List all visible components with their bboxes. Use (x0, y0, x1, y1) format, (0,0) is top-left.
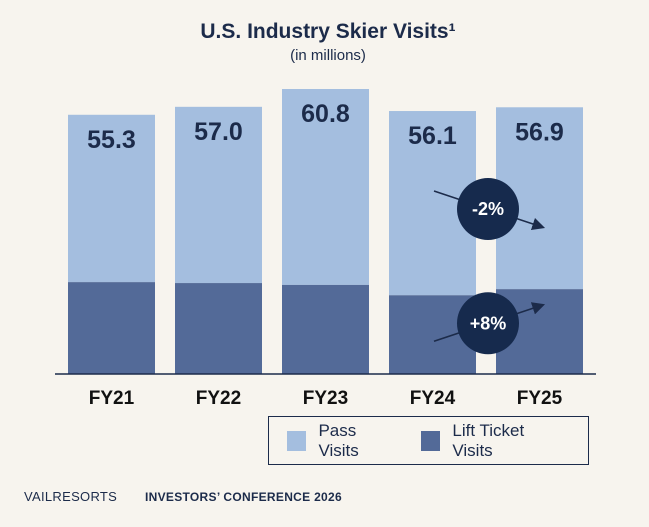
bars-group: 55.3 57.0 60.8 56.1 56.9 (68, 89, 583, 374)
total-label-fy25: 56.9 (515, 118, 564, 146)
annotation-badge-lift (457, 292, 519, 355)
total-label-fy21: 55.3 (87, 126, 136, 154)
annotation-badge-pass (457, 178, 519, 241)
vail-resorts-logo: VAILRESORTS (24, 489, 118, 504)
legend-label-pass: Pass Visits (318, 420, 359, 460)
x-tick-label-fy22: FY22 (196, 388, 241, 409)
annotations-group: -2% +8% (433, 178, 546, 355)
chart-title: U.S. Industry Skier Visits¹ (200, 20, 455, 43)
category-labels: FY21 FY22 FY23 FY24 FY25 (89, 388, 563, 409)
x-tick-label-fy25: FY25 (517, 388, 563, 409)
bar-lift-ticket-visits-fy21 (68, 282, 155, 374)
legend-swatch-lift (420, 430, 441, 451)
legend-label-lift: Lift Ticket Visits (452, 420, 525, 460)
x-tick-label-fy24: FY24 (410, 388, 456, 409)
bar-lift-ticket-visits-fy23 (282, 284, 369, 374)
legend-item-pass-visits: Pass Visits (287, 421, 399, 461)
legend: Pass Visits Lift Ticket Visits (268, 416, 589, 465)
total-label-fy22: 57.0 (194, 118, 243, 146)
legend-swatch-pass (287, 430, 307, 451)
bar-pass-visits-fy21 (68, 114, 155, 283)
x-tick-label-fy23: FY23 (303, 388, 348, 409)
total-label-fy23: 60.8 (301, 100, 350, 128)
chart-subtitle: (in millions) (290, 47, 366, 64)
annotation-text-lift: +8% (470, 313, 507, 333)
x-tick-label-fy21: FY21 (89, 388, 135, 409)
total-label-fy24: 56.1 (408, 122, 457, 150)
bar-pass-visits-fy23 (282, 89, 369, 285)
conference-label: INVESTORS’ CONFERENCE 2026 (145, 490, 342, 504)
legend-item-lift-ticket-visits: Lift Ticket Visits (420, 420, 566, 461)
bar-lift-ticket-visits-fy22 (175, 283, 262, 374)
bar-pass-visits-fy22 (175, 106, 262, 284)
annotation-text-pass: -2% (472, 199, 504, 219)
